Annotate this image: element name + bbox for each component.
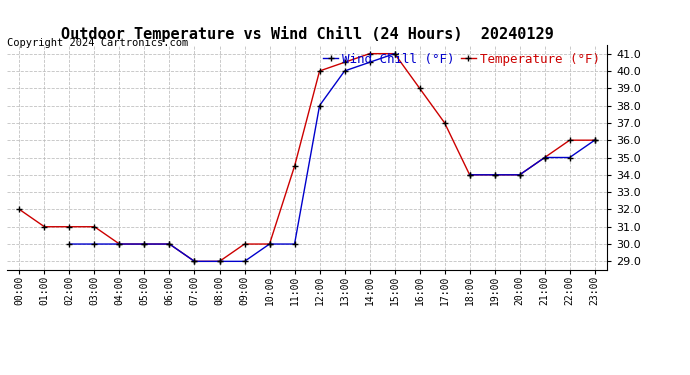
Temperature (°F) <box>515 172 524 177</box>
Wind Chill (°F) <box>66 242 74 246</box>
Line: Temperature (°F): Temperature (°F) <box>17 51 598 264</box>
Temperature (°F) <box>90 225 99 229</box>
Temperature (°F) <box>415 86 424 90</box>
Wind Chill (°F) <box>315 104 324 108</box>
Temperature (°F) <box>466 172 474 177</box>
Temperature (°F) <box>391 51 399 56</box>
Legend: Wind Chill (°F), Temperature (°F): Wind Chill (°F), Temperature (°F) <box>319 48 604 70</box>
Temperature (°F) <box>290 164 299 168</box>
Wind Chill (°F) <box>391 51 399 56</box>
Wind Chill (°F) <box>115 242 124 246</box>
Temperature (°F) <box>340 60 348 64</box>
Temperature (°F) <box>15 207 23 212</box>
Wind Chill (°F) <box>366 60 374 64</box>
Temperature (°F) <box>166 242 174 246</box>
Wind Chill (°F) <box>166 242 174 246</box>
Temperature (°F) <box>215 259 224 264</box>
Temperature (°F) <box>440 121 449 125</box>
Temperature (°F) <box>366 51 374 56</box>
Temperature (°F) <box>491 172 499 177</box>
Wind Chill (°F) <box>190 259 199 264</box>
Temperature (°F) <box>591 138 599 142</box>
Wind Chill (°F) <box>340 69 348 73</box>
Wind Chill (°F) <box>140 242 148 246</box>
Text: Copyright 2024 Cartronics.com: Copyright 2024 Cartronics.com <box>7 38 188 48</box>
Temperature (°F) <box>140 242 148 246</box>
Temperature (°F) <box>115 242 124 246</box>
Temperature (°F) <box>66 225 74 229</box>
Wind Chill (°F) <box>90 242 99 246</box>
Line: Wind Chill (°F): Wind Chill (°F) <box>67 51 397 264</box>
Temperature (°F) <box>315 69 324 73</box>
Temperature (°F) <box>240 242 248 246</box>
Wind Chill (°F) <box>266 242 274 246</box>
Wind Chill (°F) <box>240 259 248 264</box>
Title: Outdoor Temperature vs Wind Chill (24 Hours)  20240129: Outdoor Temperature vs Wind Chill (24 Ho… <box>61 27 553 42</box>
Temperature (°F) <box>540 155 549 160</box>
Temperature (°F) <box>40 225 48 229</box>
Wind Chill (°F) <box>215 259 224 264</box>
Temperature (°F) <box>266 242 274 246</box>
Temperature (°F) <box>190 259 199 264</box>
Temperature (°F) <box>566 138 574 142</box>
Wind Chill (°F) <box>290 242 299 246</box>
